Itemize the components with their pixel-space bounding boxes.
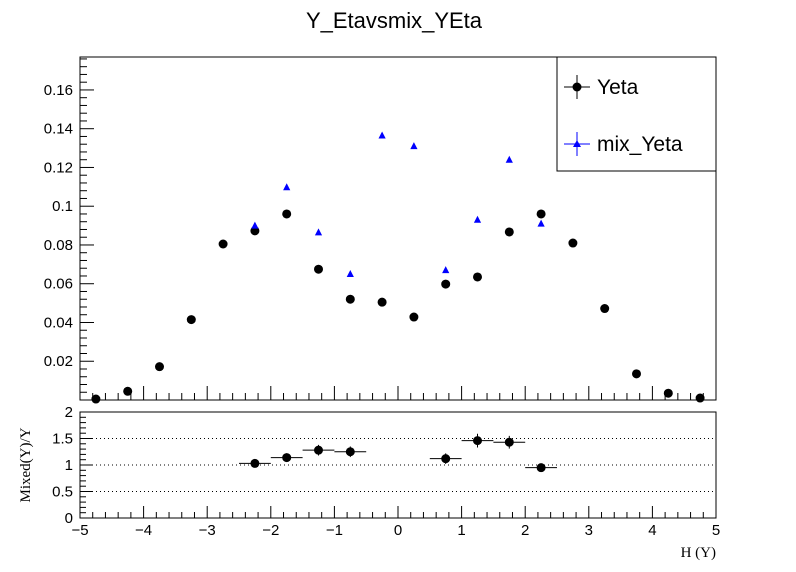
top-y-tick-label: 0.04 [44,314,73,331]
mix-yeta-point [346,270,354,278]
ratio-plot-marks [239,433,557,473]
mix-yeta-point [251,221,259,229]
yeta-point [91,394,101,404]
ratio-gridlines [80,438,716,492]
yeta-point [441,279,451,289]
yeta-point [314,264,323,274]
ratio-y-tick-label: 0.5 [52,484,73,501]
mix-yeta-point [442,266,450,274]
yeta-point [186,315,196,325]
yeta-point [695,393,705,403]
top-y-axis: 0.02 0.04 0.06 0.08 0.1 0.12 0.14 0.16 [44,58,94,393]
x-tick-label: 0 [394,522,402,539]
x-tick-label: −3 [199,522,216,539]
ratio-point [536,463,546,473]
top-y-tick-label: 0.1 [52,198,73,215]
x-tick-label: −4 [135,522,152,539]
yeta-point [218,239,228,249]
chart-title: Y_Etavsmix_YEta [306,8,483,33]
yeta-point [377,297,387,307]
yeta-point [473,272,482,282]
x-tick-label: −5 [71,522,88,539]
yeta-point [345,294,355,304]
ratio-point [345,447,355,457]
x-tick-label: 5 [712,522,720,539]
x-tick-label: −2 [262,522,279,539]
yeta-point [568,238,578,248]
mix-yeta-point [378,131,386,139]
ratio-point [504,437,514,447]
top-y-tick-label: 0.12 [44,159,73,176]
x-tick-label: 3 [585,522,593,539]
mix-yeta-point [314,228,323,236]
yeta-point [632,369,641,379]
yeta-point [536,209,546,219]
legend-label-yeta: Yeta [597,76,639,99]
top-y-tick-label: 0.02 [44,353,73,370]
mix-yeta-point [283,183,291,191]
yeta-point [663,388,673,398]
legend-entry-mix-yeta: mix_Yeta [564,132,683,156]
ratio-y-tick-label: 1.5 [52,431,73,448]
ratio-point [441,454,451,464]
ratio-y-tick-label: 1 [65,457,73,474]
ratio-y-tick-label: 2 [65,404,73,421]
ratio-y-axis: 0 0.5 1 1.5 2 [52,404,92,527]
top-x-ticks [79,386,717,400]
x-tick-label: 2 [521,522,529,539]
legend-marker-yeta [572,82,582,92]
ratio-point [250,458,260,468]
ratio-point [314,445,323,455]
yeta-point [123,386,133,396]
mix-yeta-point [473,215,482,223]
ratio-y-tick-label: 0 [65,510,73,527]
mix-yeta-point [537,219,545,227]
top-y-tick-label: 0.16 [44,82,73,99]
mix-yeta-point [410,142,418,150]
top-y-tick-label: 0.06 [44,276,73,293]
yeta-point [504,227,514,237]
yeta-point [600,304,610,314]
x-axis-label: H (Y) [681,545,716,561]
ratio-point [473,436,482,446]
legend-marker-mix-yeta [573,140,581,147]
ratio-x-axis: −5 −4 −3 −2 −1 0 1 2 3 4 5 [71,506,720,539]
yeta-point [409,312,419,322]
x-tick-label: 1 [457,522,465,539]
top-y-tick-label: 0.08 [44,237,73,254]
legend: Yeta mix_Yeta [556,56,717,172]
yeta-point [155,362,164,372]
legend-box [556,56,717,172]
x-tick-label: −1 [326,522,343,539]
top-y-tick-label: 0.14 [44,121,73,138]
mix-yeta-point [505,155,513,163]
legend-label-mix-yeta: mix_Yeta [597,133,683,156]
x-tick-label: 4 [648,522,656,539]
legend-entry-yeta: Yeta [564,75,639,99]
top-plot-marks [91,131,705,404]
ratio-point [282,453,292,463]
yeta-point [282,209,292,219]
ratio-y-axis-label: Mixed(Y)/Y [18,427,34,502]
